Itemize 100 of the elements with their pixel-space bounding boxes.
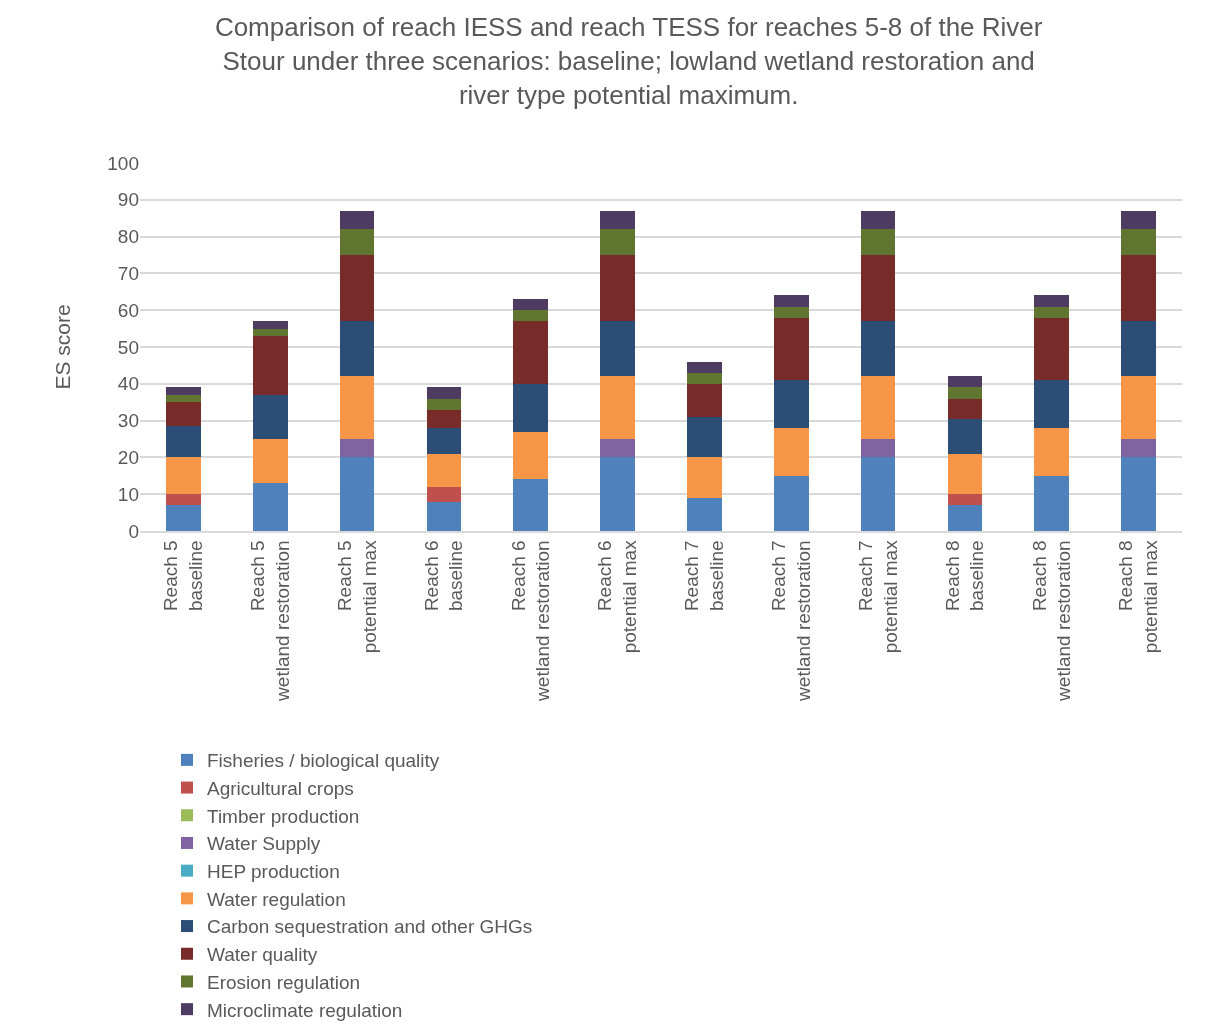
bar [339, 229, 375, 255]
legend-label: Water regulation [207, 888, 346, 910]
bar [600, 210, 635, 230]
bar [426, 398, 462, 410]
bar [860, 255, 896, 322]
y-tick-label: 0 [128, 520, 139, 542]
bar [600, 229, 635, 255]
bar [947, 418, 983, 454]
bar [1034, 475, 1070, 531]
bar [947, 505, 983, 531]
bar [426, 427, 462, 454]
y-tick-label: 10 [117, 483, 139, 505]
bar [166, 394, 201, 403]
bar [947, 376, 983, 388]
bar [513, 321, 549, 384]
bar [426, 486, 462, 502]
chart-title: Comparison of reach IESS and reach TESS for reaches 5-8 of the River Stour under three scenarios: baseline; lowland wetland restoration and river type potential maximum. [214, 11, 1043, 110]
bar [600, 255, 635, 322]
bar [166, 402, 201, 427]
bar [513, 299, 549, 311]
bar [426, 453, 462, 487]
bar [687, 497, 722, 531]
bar [1121, 229, 1156, 255]
bar [513, 431, 549, 480]
bar [166, 426, 201, 458]
bar [773, 427, 809, 476]
bar [1121, 439, 1156, 458]
bar [252, 321, 288, 329]
legend-label: Carbon sequestration and other GHGs [207, 916, 533, 938]
x-tick-label: Reach 5 baseline [160, 540, 206, 612]
bar [947, 398, 983, 419]
y-tick-label: 80 [117, 226, 139, 248]
bar [252, 483, 288, 531]
bar [1034, 427, 1070, 476]
legend-label: Erosion regulation [207, 971, 361, 993]
bar [426, 409, 462, 428]
legend-label: Water Supply [207, 833, 321, 855]
bar [1121, 210, 1156, 230]
bar [166, 457, 201, 495]
bar [947, 453, 983, 495]
bar [339, 210, 375, 230]
bar [252, 328, 288, 336]
bar [1034, 295, 1070, 307]
bar [687, 383, 722, 417]
bar [600, 457, 635, 531]
bar [252, 335, 288, 395]
legend-label: Agricultural crops [207, 777, 354, 799]
legend-label: Fisheries / biological quality [207, 750, 440, 772]
bar [1034, 306, 1070, 318]
bar [1121, 255, 1156, 322]
y-tick-label: 40 [117, 373, 139, 395]
bar [687, 457, 722, 498]
legend-label: Microclimate regulation [207, 999, 403, 1021]
y-tick-label: 30 [117, 410, 139, 432]
bar [166, 494, 201, 506]
bar [1121, 321, 1156, 377]
bar [513, 383, 549, 432]
bar [860, 376, 896, 439]
bar [773, 317, 809, 381]
legend-label: Timber production [207, 805, 360, 827]
bar [1121, 376, 1156, 439]
bar [947, 494, 983, 506]
bar [339, 255, 375, 322]
bar [860, 229, 896, 255]
legend-label: HEP production [207, 861, 340, 883]
y-tick-label: 100 [107, 152, 139, 174]
bar [252, 394, 288, 439]
y-tick-label: 50 [117, 336, 139, 358]
bar [339, 376, 375, 439]
bar [860, 439, 896, 458]
bar [252, 439, 288, 484]
bar [339, 457, 375, 531]
bar [687, 416, 722, 458]
bar [513, 310, 549, 322]
bar [773, 380, 809, 428]
bar [1121, 457, 1156, 531]
bar [860, 210, 896, 230]
bar [339, 321, 375, 377]
bar [773, 306, 809, 318]
bar [339, 439, 375, 458]
bar [166, 505, 201, 531]
y-tick-label: 90 [117, 189, 139, 211]
bar [166, 387, 201, 395]
bar [600, 321, 635, 377]
bar [1034, 317, 1070, 381]
y-axis-title: ES score [51, 304, 75, 390]
bar [426, 501, 462, 531]
bar [860, 457, 896, 531]
y-tick-label: 70 [117, 263, 139, 285]
bar [513, 479, 549, 531]
bar [426, 387, 462, 399]
bar [687, 361, 722, 373]
bar [600, 376, 635, 439]
legend-label: Water quality [207, 944, 318, 966]
bar [773, 295, 809, 307]
bar [860, 321, 896, 377]
bar [773, 475, 809, 531]
bar [687, 372, 722, 384]
y-tick-label: 20 [117, 447, 139, 469]
bar [1034, 380, 1070, 428]
